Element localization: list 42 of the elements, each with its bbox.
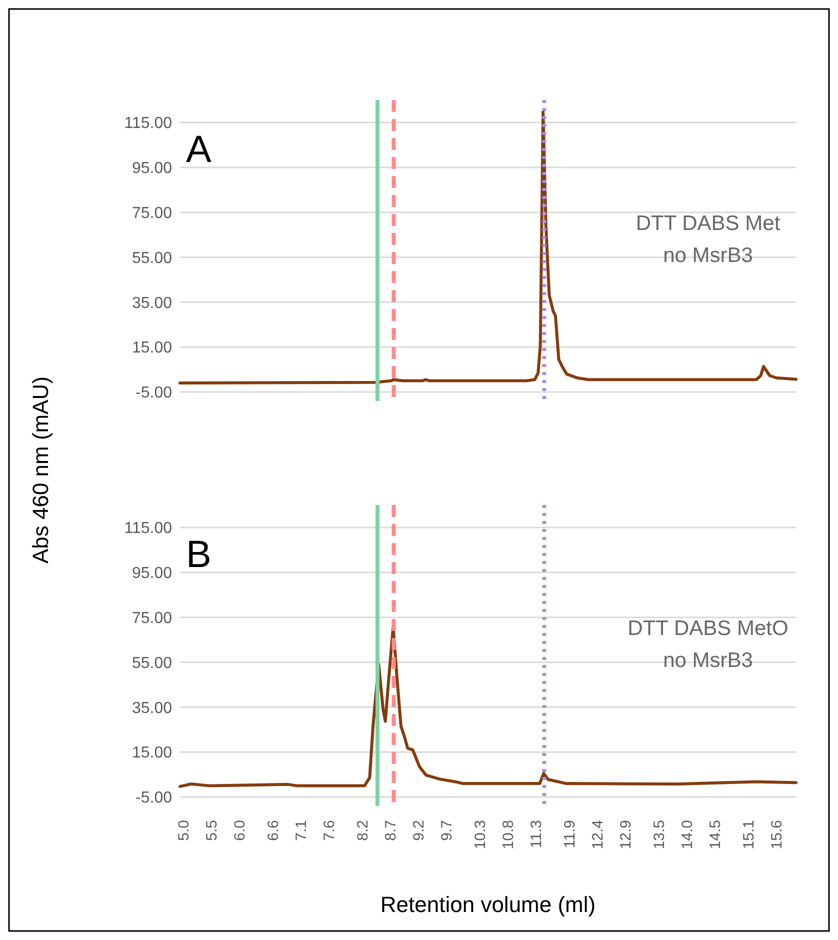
x-axis-title: Retention volume (ml)	[380, 892, 596, 917]
annotation: DTT DABS Met no MsrB3	[636, 212, 780, 267]
x-tick-label: 9.7	[438, 820, 456, 841]
x-tick-label: 9.2	[410, 820, 428, 841]
x-tick-label: 6.6	[265, 820, 282, 841]
x-tick-label: 12.9	[618, 820, 635, 850]
y-tick-label: 75.00	[132, 204, 172, 222]
x-tick-label: 5.5	[204, 820, 221, 841]
x-tick-label: 8.7	[382, 820, 400, 841]
y-tick-label: 55.00	[132, 654, 172, 672]
y-tick-label: -5.00	[136, 790, 172, 807]
annotation: A	[186, 129, 212, 171]
line-series	[178, 110, 798, 385]
y-tick-label: 15.00	[132, 744, 172, 762]
y-tick-label: 55.00	[132, 250, 172, 267]
y-tick-label: 95.00	[132, 160, 172, 177]
x-tick-label: 8.2	[354, 820, 372, 841]
y-tick-label: 35.00	[132, 294, 172, 312]
x-tick-label: 11.9	[562, 820, 579, 848]
y-tick-label: 75.00	[132, 610, 172, 627]
x-tick-label: 15.6	[768, 820, 786, 850]
x-tick-label: 7.1	[293, 820, 310, 841]
x-tick-label: 14.5	[707, 820, 724, 850]
x-tick-label: 12.4	[590, 820, 607, 850]
y-tick-label: 35.00	[132, 700, 172, 717]
x-tick-label: 15.1	[740, 820, 758, 850]
x-tick-label: 5.0	[176, 820, 193, 841]
y-tick-label: 115.00	[124, 520, 172, 538]
x-tick-label: 10.3	[472, 820, 490, 850]
x-tick-label: 7.6	[321, 820, 338, 841]
x-tick-label: 14.0	[679, 820, 696, 850]
x-tick-label: 6.0	[232, 820, 249, 841]
y-tick-label: 15.00	[132, 340, 172, 357]
annotation: DTT DABS MetO no MsrB3	[628, 617, 788, 672]
annotation: B	[186, 534, 212, 576]
y-axis-title: Abs 460 nm (mAU)	[28, 376, 53, 564]
x-tick-label: 11.3	[528, 820, 546, 848]
y-tick-label: 115.00	[124, 115, 172, 132]
x-tick-label: 10.8	[500, 820, 518, 850]
y-tick-label: -5.00	[136, 384, 172, 402]
y-tick-label: 95.00	[132, 564, 172, 582]
x-tick-label: 13.5	[651, 820, 668, 850]
